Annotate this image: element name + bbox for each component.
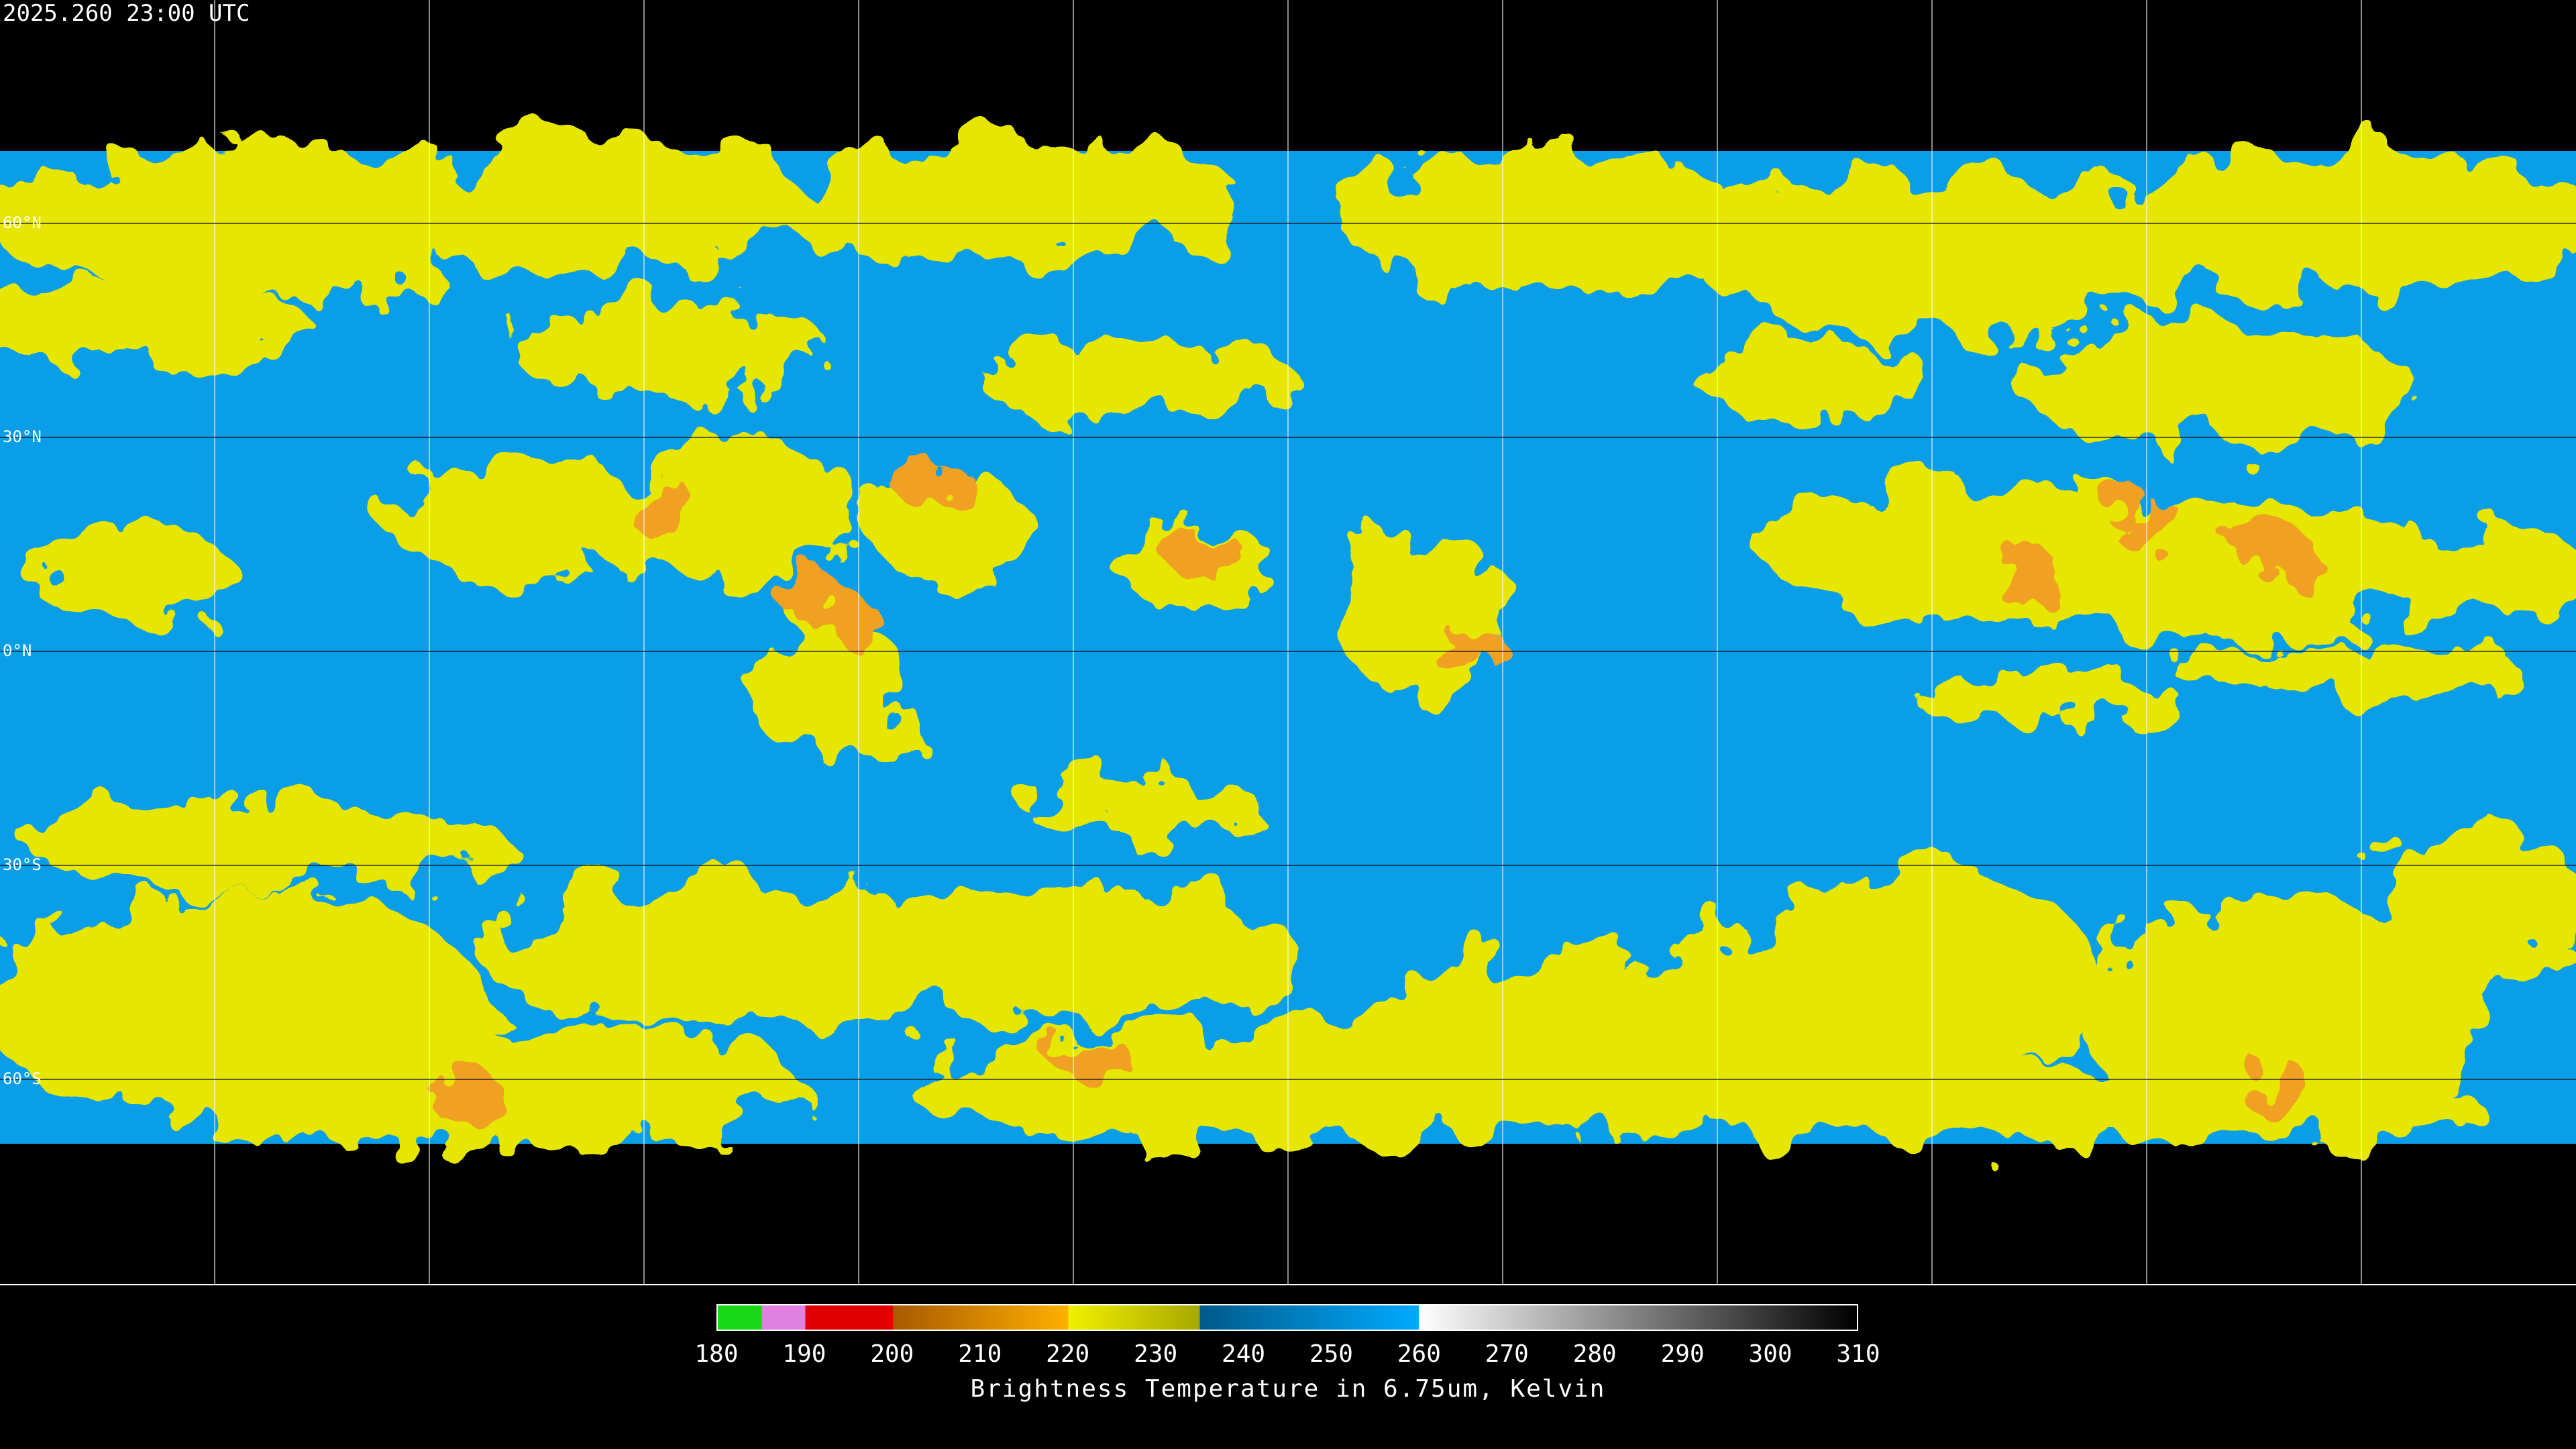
cloud-patch bbox=[2375, 530, 2576, 610]
colorbar-tick: 280 bbox=[1572, 1340, 1617, 1368]
cloud-patch bbox=[0, 282, 309, 362]
cloud-patch bbox=[402, 134, 805, 268]
timestamp: 2025.260 23:00 UTC bbox=[3, 0, 250, 27]
cloud-patch bbox=[2012, 322, 2415, 443]
graticule bbox=[0, 0, 2576, 1285]
cold-top bbox=[429, 1077, 510, 1124]
colorbar-label: Brightness Temperature in 6.75um, Kelvin bbox=[970, 1375, 1606, 1403]
colorbar-tick: 260 bbox=[1397, 1340, 1441, 1368]
cloud-patch bbox=[2093, 148, 2576, 295]
cloud-patch bbox=[2174, 637, 2522, 704]
lat-label: 0°N bbox=[3, 641, 32, 660]
cloud-patch bbox=[27, 537, 241, 617]
lat-label: 60°N bbox=[3, 213, 42, 232]
map: 60°N 30°N 0°N 30°S 60°S bbox=[0, 0, 2576, 1285]
cold-top bbox=[1422, 621, 1503, 667]
lat-label: 60°S bbox=[3, 1069, 42, 1088]
lat-labels: 60°N 30°N 0°N 30°S 60°S bbox=[3, 213, 42, 1088]
colorbar-tick: 190 bbox=[782, 1340, 826, 1368]
cloud-patch bbox=[1020, 778, 1261, 832]
cloud-patch bbox=[510, 302, 832, 396]
cloud-patch bbox=[389, 463, 684, 584]
colorbar-tick: 180 bbox=[694, 1340, 739, 1368]
colorbar-tick: 250 bbox=[1309, 1340, 1353, 1368]
cold-top bbox=[2241, 533, 2321, 580]
cloud-patch bbox=[1912, 671, 2180, 724]
cloud-patch bbox=[27, 798, 510, 892]
cloud-patch bbox=[1986, 503, 2442, 637]
cloud-patch bbox=[906, 1026, 1576, 1147]
cloud-patch bbox=[1690, 174, 2200, 335]
lat-label: 30°N bbox=[3, 427, 42, 446]
cloud-patch bbox=[1348, 577, 1496, 698]
cloud-patch bbox=[745, 610, 906, 758]
colorbar-tick: 300 bbox=[1748, 1340, 1792, 1368]
cloud-patch bbox=[765, 141, 1248, 262]
colorbar-tick: 220 bbox=[1046, 1340, 1090, 1368]
lat-label: 30°S bbox=[3, 855, 42, 874]
colorbar-tick: 270 bbox=[1485, 1340, 1529, 1368]
cold-top bbox=[1161, 527, 1241, 574]
colorbar-tick: 290 bbox=[1660, 1340, 1705, 1368]
cloud-field bbox=[0, 134, 2576, 1147]
colorbar bbox=[716, 1304, 1858, 1331]
cold-top bbox=[892, 460, 973, 506]
cold-top bbox=[1053, 1036, 1134, 1083]
cold-top bbox=[785, 580, 865, 627]
cloud-patch bbox=[483, 885, 993, 1033]
cloud-patch bbox=[979, 342, 1301, 423]
colorbar-tick: 230 bbox=[1134, 1340, 1178, 1368]
colorbar-tick: 310 bbox=[1836, 1340, 1880, 1368]
cloud-patch bbox=[624, 436, 865, 584]
cloud-patch bbox=[1342, 148, 1744, 295]
cloud-patch bbox=[1690, 335, 1932, 416]
cold-top bbox=[1986, 553, 2066, 600]
cold-top bbox=[624, 486, 704, 533]
colorbar-tick: 200 bbox=[870, 1340, 914, 1368]
cloud-patch bbox=[1724, 865, 2100, 1093]
colorbar-tick: 210 bbox=[958, 1340, 1002, 1368]
colorbar-tick: 240 bbox=[1222, 1340, 1266, 1368]
